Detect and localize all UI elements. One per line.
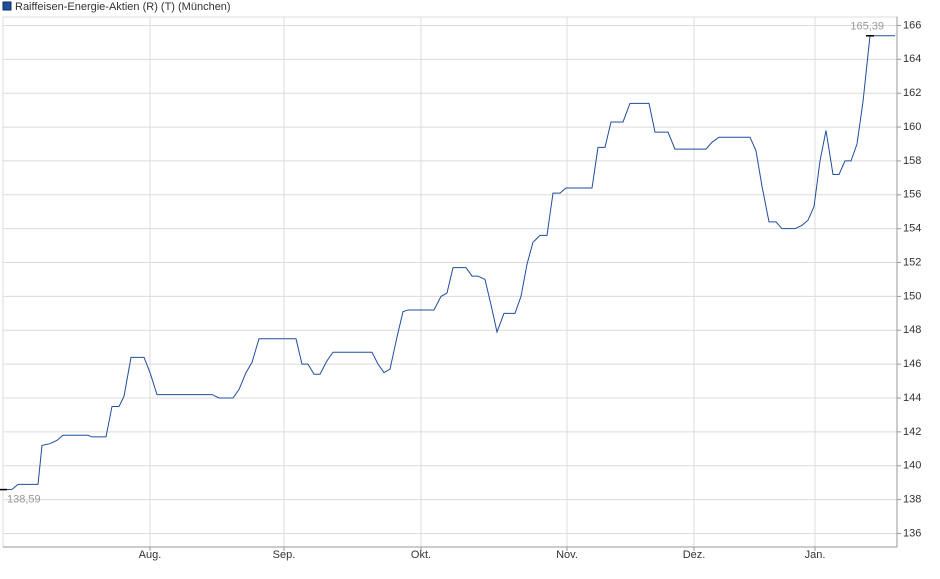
legend-swatch [2, 1, 12, 11]
y-tick-label: 164 [903, 53, 921, 65]
legend-label: Raiffeisen-Energie-Aktien (R) (T) (Münch… [15, 1, 231, 13]
x-tick-label: Sep. [273, 549, 296, 561]
y-tick-label: 156 [903, 189, 921, 201]
y-tick-label: 160 [903, 121, 921, 133]
x-tick-label: Dez. [683, 549, 706, 561]
y-tick-label: 136 [903, 527, 921, 539]
y-tick-label: 154 [903, 223, 921, 235]
annotation-label: 165,39 [850, 21, 884, 33]
y-tick-label: 148 [903, 324, 921, 336]
y-tick-label: 162 [903, 87, 921, 99]
y-tick-label: 146 [903, 358, 921, 370]
annotation-label: 138,59 [7, 494, 41, 506]
x-tick-label: Aug. [139, 549, 162, 561]
y-tick-label: 166 [903, 19, 921, 31]
x-tick-label: Jan. [805, 549, 826, 561]
price-line [2, 35, 895, 491]
x-tick-label: Okt. [411, 549, 431, 561]
y-tick-label: 138 [903, 493, 921, 505]
y-tick-label: 140 [903, 460, 921, 472]
y-tick-label: 144 [903, 392, 921, 404]
y-tick-label: 150 [903, 290, 921, 302]
x-tick-label: Nov. [556, 549, 578, 561]
y-tick-label: 152 [903, 256, 921, 268]
y-tick-label: 158 [903, 155, 921, 167]
y-tick-label: 142 [903, 426, 921, 438]
